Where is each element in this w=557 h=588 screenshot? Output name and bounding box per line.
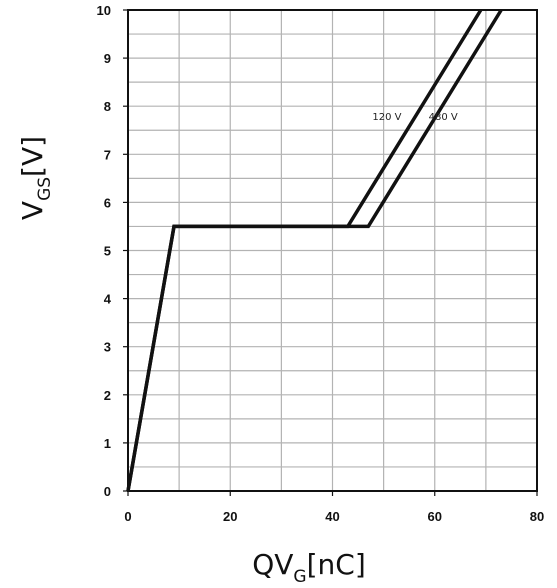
series-lines <box>126 9 503 492</box>
x-tick-label: 20 <box>223 509 237 524</box>
x-tick-label: 60 <box>428 509 442 524</box>
x-axis-title: QVG[nC] <box>252 548 366 587</box>
y-axis-title-subscript: GS <box>35 177 55 201</box>
x-tick-label: 40 <box>325 509 339 524</box>
y-axis-title-main: V <box>16 201 49 220</box>
grid <box>128 10 537 491</box>
x-tick-label: 0 <box>124 509 131 524</box>
y-tick-label: 6 <box>104 195 111 210</box>
y-tick-label: 3 <box>104 340 111 355</box>
y-tick-label: 2 <box>104 388 111 403</box>
y-tick-label: 4 <box>104 292 112 307</box>
series-label-120v: 120 V <box>372 112 401 123</box>
y-tick-label: 8 <box>104 99 111 114</box>
series-labels: 120 V 480 V <box>372 112 458 123</box>
series-line-480v <box>126 9 503 492</box>
y-tick-label: 5 <box>104 244 111 259</box>
series-label-480v: 480 V <box>429 112 458 123</box>
y-tick-label: 7 <box>104 147 111 162</box>
tick-labels: 0 20 40 60 80 0 1 2 3 4 5 6 7 8 9 10 <box>97 3 545 524</box>
x-tick-label: 80 <box>530 509 544 524</box>
y-tick-label: 9 <box>104 51 111 66</box>
x-axis-title-subscript: G <box>293 567 306 587</box>
x-axis-title-main: QV <box>252 548 293 581</box>
y-axis-title-unit: [V] <box>16 136 49 177</box>
x-axis-title-unit: [nC] <box>307 548 366 581</box>
y-tick-label: 10 <box>97 3 111 18</box>
y-axis-title: VGS[V] <box>16 136 55 220</box>
y-tick-label: 0 <box>104 484 111 499</box>
y-tick-label: 1 <box>104 436 111 451</box>
